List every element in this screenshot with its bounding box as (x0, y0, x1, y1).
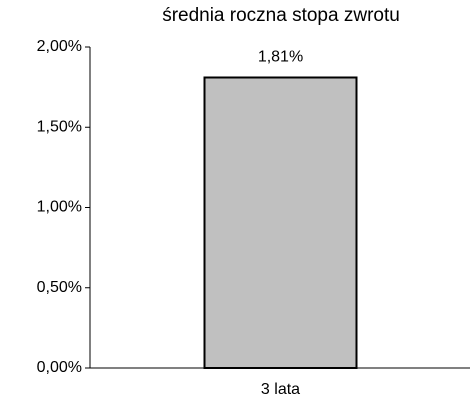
x-tick-label: 3 lata (261, 381, 300, 398)
y-tick-label: 2,00% (37, 38, 82, 55)
y-tick-label: 1,00% (37, 199, 82, 216)
bar (203, 76, 358, 370)
y-tick-label: 0,50% (37, 279, 82, 296)
y-tick-label: 0,00% (37, 359, 82, 376)
data-label: 1,81% (258, 49, 303, 66)
chart-title: średnia roczna stopa zwrotu (162, 5, 400, 26)
y-tick-label: 1,50% (37, 118, 82, 135)
